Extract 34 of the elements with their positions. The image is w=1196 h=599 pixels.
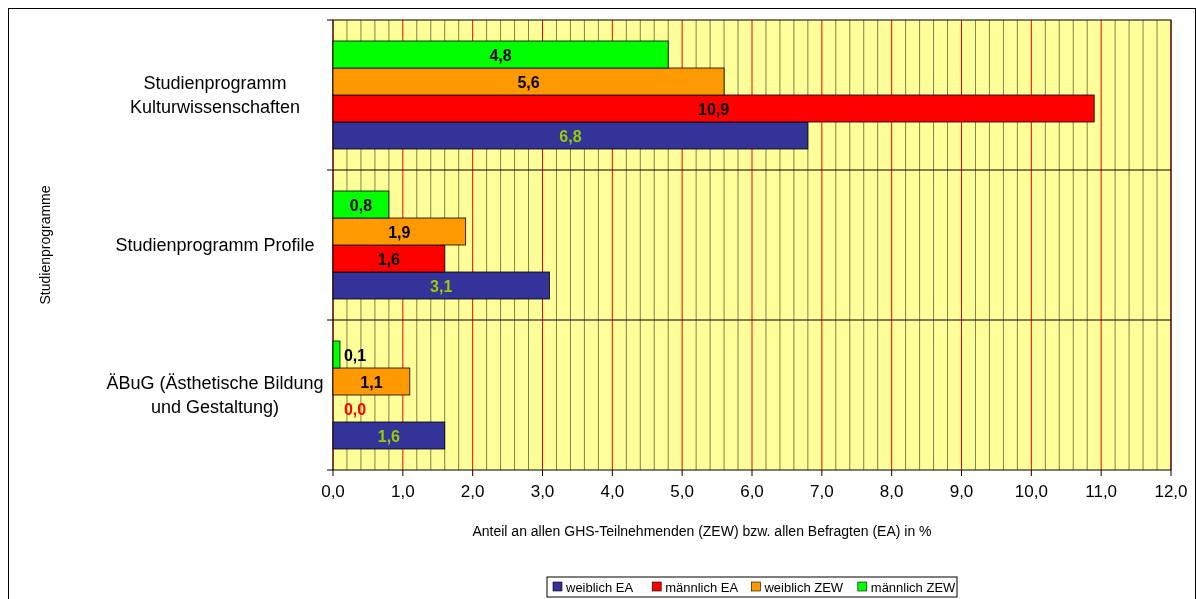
legend-label: weiblich EA	[565, 580, 634, 595]
x-tick-label: 10,0	[1014, 482, 1048, 501]
data-label: 5,6	[517, 73, 540, 91]
data-label: 10,9	[698, 100, 730, 118]
y-tick-label: ÄBuG (Ästhetische Bildung und Gestaltung)	[106, 373, 324, 417]
data-label: 1,1	[360, 373, 383, 391]
x-tick-label: 1,0	[391, 482, 415, 501]
data-label: 1,6	[377, 250, 401, 268]
y-axis-title: Studienprogramme	[37, 185, 53, 305]
data-label: 0,8	[349, 196, 373, 214]
y-tick-label: Studienprogramm Profile	[115, 235, 315, 255]
x-tick-label: 7,0	[810, 482, 834, 501]
x-tick-label: 12,0	[1154, 482, 1188, 501]
x-tick-label: 8,0	[879, 482, 904, 501]
x-tick-label: 6,0	[740, 482, 764, 501]
data-label: 0,0	[343, 400, 367, 418]
data-label: 1,6	[377, 427, 401, 445]
data-label: 4,8	[489, 46, 512, 64]
x-tick-label: 4,0	[600, 482, 625, 501]
x-tick-label: 11,0	[1085, 482, 1118, 501]
data-label: 1,9	[388, 223, 411, 241]
x-axis-title: Anteil an allen GHS-Teilnehmenden (ZEW) bzw. allen Befragten (EA) in %	[472, 523, 932, 539]
y-tick-label: Studienprogramm Kulturwissenschaften	[129, 73, 301, 117]
x-tick-label: 3,0	[530, 482, 555, 501]
x-tick-label: 2,0	[460, 482, 485, 501]
x-tick-label: 5,0	[670, 482, 694, 501]
legend-label: männlich EA	[665, 580, 739, 595]
legend-label: männlich ZEW	[870, 580, 957, 595]
data-label: 6,8	[559, 127, 582, 145]
data-label: 0,1	[343, 346, 367, 364]
x-tick-label: 0,0	[321, 482, 345, 501]
data-label: 3,1	[430, 277, 453, 295]
legend-label: weiblich ZEW	[763, 580, 844, 595]
x-tick-label: 9,0	[949, 482, 974, 501]
